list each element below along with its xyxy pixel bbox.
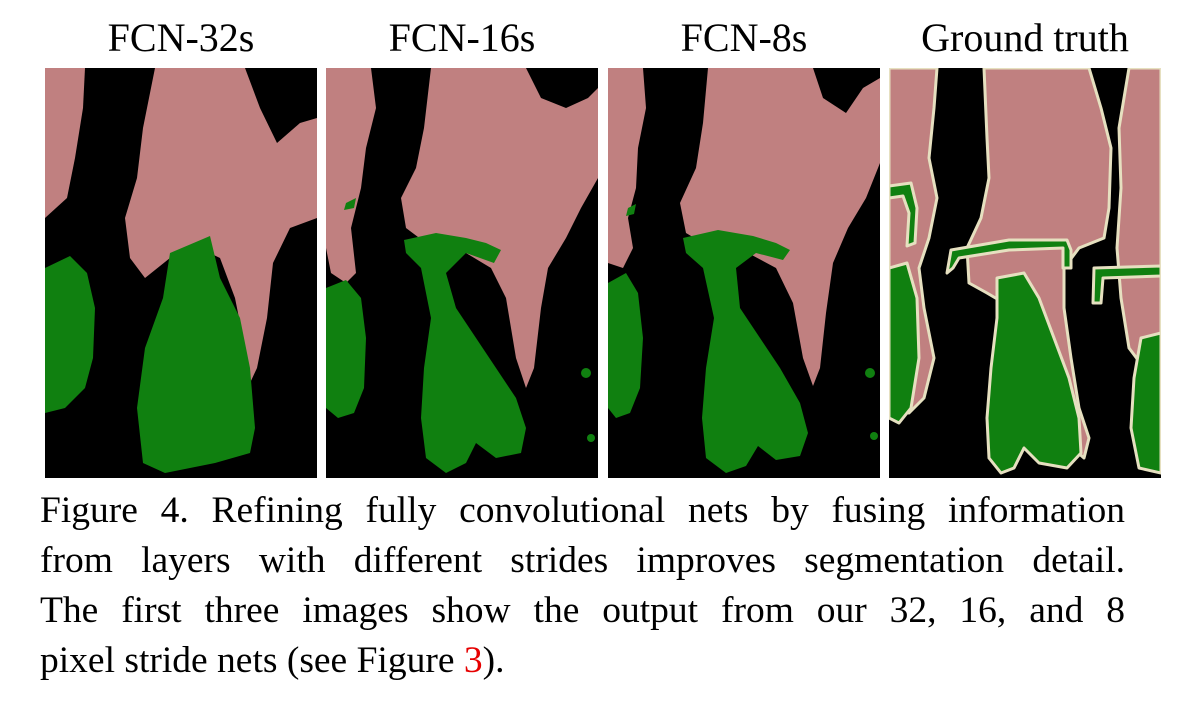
bicycle-region <box>889 181 1161 475</box>
bicycle-region <box>326 280 366 418</box>
segmentation-image-fcn-8s <box>608 68 880 478</box>
bicycle-region <box>587 434 595 442</box>
caption-text: ). <box>482 640 505 681</box>
segmentation-image-fcn-16s <box>326 68 598 478</box>
person-region <box>680 68 880 386</box>
caption-line: pixel stride nets (see Figure 3). <box>40 636 1125 686</box>
bicycle-region <box>626 204 636 216</box>
bicycle-region <box>137 236 255 473</box>
panel-title-ground-truth: Ground truth <box>921 15 1129 60</box>
person-region <box>125 68 317 383</box>
figure-caption: Figure 4. Refining fully convolutional n… <box>40 486 1125 686</box>
bicycle-region <box>344 198 356 210</box>
panel-title-fcn-32s: FCN-32s <box>107 15 255 60</box>
person-region <box>45 68 85 218</box>
bicycle-region <box>581 368 591 378</box>
panel-title-fcn-16s: FCN-16s <box>388 15 536 60</box>
caption-line: from layers with different strides impro… <box>40 540 1125 581</box>
segmentation-image-fcn-32s <box>45 68 317 478</box>
bicycle-region <box>404 233 526 473</box>
bicycle-region <box>870 432 878 440</box>
bicycle-region <box>683 230 808 473</box>
bicycle-region <box>608 273 643 418</box>
person-region <box>401 68 598 388</box>
caption-line: The first three images show the output f… <box>40 590 1125 631</box>
caption-text: pixel stride nets (see Figure <box>40 640 464 681</box>
panel-title-fcn-8s: FCN-8s <box>680 15 808 60</box>
segmentation-image-ground-truth <box>889 68 1161 478</box>
figure-reference-link[interactable]: 3 <box>463 640 483 681</box>
caption-line: Figure 4. Refining fully convolutional n… <box>40 490 1125 531</box>
bicycle-region <box>865 368 875 378</box>
person-region <box>326 68 376 283</box>
person-region <box>608 68 646 268</box>
bicycle-region <box>45 256 95 413</box>
